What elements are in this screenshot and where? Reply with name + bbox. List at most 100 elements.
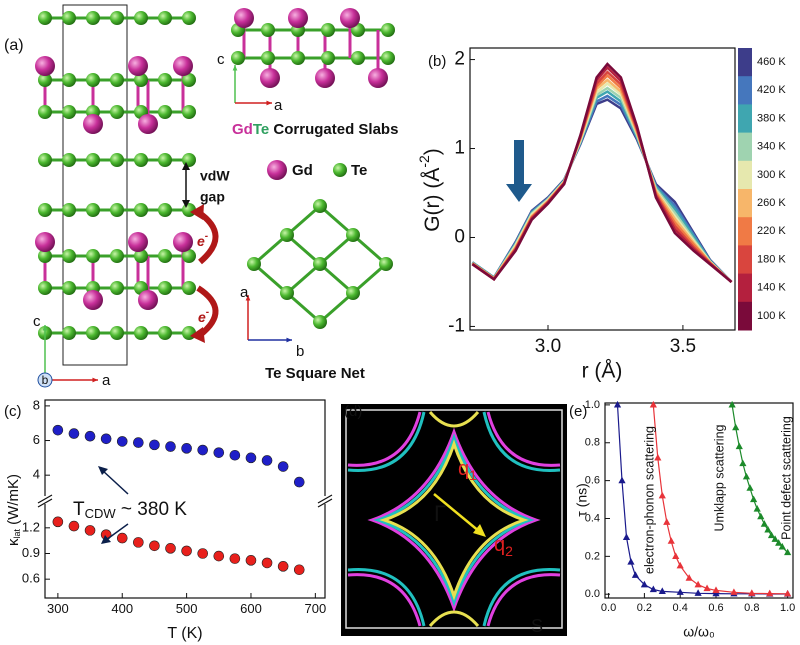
y-axis-label-part: ) xyxy=(421,148,444,155)
data-point xyxy=(277,461,289,472)
series-line xyxy=(471,62,733,283)
data-point xyxy=(771,535,779,542)
x-tick-label: 700 xyxy=(304,601,326,616)
q2-label-part: 2 xyxy=(505,543,513,559)
arrow-head xyxy=(473,524,486,537)
arrow-head xyxy=(232,65,238,71)
te-atom xyxy=(86,203,100,217)
te-atom xyxy=(38,73,52,87)
tcdw-annotation-part: T xyxy=(73,499,85,520)
gd-atom xyxy=(340,8,360,28)
net-label: Te Square Net xyxy=(265,365,365,382)
axis-label: c xyxy=(33,313,41,330)
panel-label: (e) xyxy=(569,403,587,420)
slab-label-part: Corrugated Slabs xyxy=(269,121,398,138)
colorbar-label: 420 K xyxy=(757,84,786,96)
gd-atom xyxy=(288,8,308,28)
electron-label: e- xyxy=(197,231,209,249)
axis-break-gap xyxy=(30,496,340,504)
te-atom xyxy=(110,105,124,119)
arrow-head xyxy=(92,377,98,383)
bond xyxy=(352,233,387,266)
data-point xyxy=(658,587,666,594)
data-point xyxy=(767,531,776,539)
data-point xyxy=(742,472,751,480)
gd-atom xyxy=(138,290,158,310)
x-tick-label: 1.0 xyxy=(780,602,795,614)
x-tick-label: 0.4 xyxy=(673,602,688,614)
axis-label: a xyxy=(240,284,249,301)
y-axis-label: τ (ns) xyxy=(574,483,590,517)
gd-atom xyxy=(128,232,148,252)
arrow-head xyxy=(190,204,204,220)
axis-label: a xyxy=(274,97,283,114)
data-point xyxy=(748,589,756,596)
panel-label: (b) xyxy=(428,53,446,70)
te-atom xyxy=(182,326,196,340)
gd-atom xyxy=(83,114,103,134)
electron-arrow xyxy=(196,285,219,338)
te-atom xyxy=(134,73,148,87)
te-atom xyxy=(62,153,76,167)
panel-label: (d) xyxy=(344,403,362,420)
te-atom xyxy=(86,326,100,340)
x-axis-label: r (Å) xyxy=(582,360,623,383)
colorbar-label: 260 K xyxy=(757,197,786,209)
annotation-arrow xyxy=(101,469,129,495)
data-point xyxy=(649,400,657,408)
fermi-contour xyxy=(379,439,529,601)
corner-label: S xyxy=(531,616,543,636)
legend-te: Te xyxy=(351,162,367,179)
te-atom xyxy=(313,315,327,329)
data-point xyxy=(68,428,80,439)
colorbar-segment xyxy=(738,245,752,275)
data-point xyxy=(640,580,648,588)
x-tick-label: 0.8 xyxy=(744,602,759,614)
series-label: Umklapp scattering xyxy=(712,424,726,531)
colorbar-segment xyxy=(738,217,752,246)
fermi-contour xyxy=(347,573,422,627)
te-atom xyxy=(62,11,76,25)
te-atom xyxy=(158,73,172,87)
x-tick-label: 0.0 xyxy=(601,602,616,614)
tcdw-annotation-part: ~ 380 K xyxy=(116,499,188,520)
data-point xyxy=(229,449,241,461)
colorbar-label: 100 K xyxy=(757,310,786,322)
te-atom xyxy=(110,73,124,87)
te-atom xyxy=(86,11,100,25)
data-point xyxy=(622,533,631,541)
axis-label: c xyxy=(217,51,225,68)
data-point xyxy=(52,516,64,528)
arrow-head xyxy=(182,162,190,170)
colorbar-segment xyxy=(738,76,752,105)
data-point xyxy=(149,439,160,451)
y-tick-label: 0.0 xyxy=(585,588,600,600)
highlight-arrow xyxy=(506,140,532,202)
panel-label: (a) xyxy=(4,37,24,54)
te-atom xyxy=(110,249,124,263)
bond xyxy=(253,262,288,295)
data-point xyxy=(750,495,758,503)
data-point xyxy=(68,520,80,532)
te-atom xyxy=(346,286,360,300)
q1-label-part: 1 xyxy=(469,467,477,483)
te-atom xyxy=(182,105,196,119)
bond xyxy=(319,233,354,266)
gd-atom xyxy=(173,232,193,252)
te-atom xyxy=(158,249,172,263)
gd-atom xyxy=(234,8,254,28)
colorbar-label: 220 K xyxy=(757,225,786,237)
data-point xyxy=(631,571,640,578)
q2-label: q2 xyxy=(494,534,513,558)
series-label: electron-phonon scattering xyxy=(642,426,656,574)
series-label: Point defect scattering xyxy=(779,416,793,540)
te-atom xyxy=(351,51,365,65)
y-axis-label-part: lat xyxy=(12,528,22,538)
gd-atom xyxy=(128,56,148,76)
data-point xyxy=(197,444,209,456)
y-tick-label: 8 xyxy=(33,397,40,412)
axis-break xyxy=(317,494,333,504)
y-tick-label: 4 xyxy=(33,467,40,482)
bond xyxy=(286,291,321,324)
